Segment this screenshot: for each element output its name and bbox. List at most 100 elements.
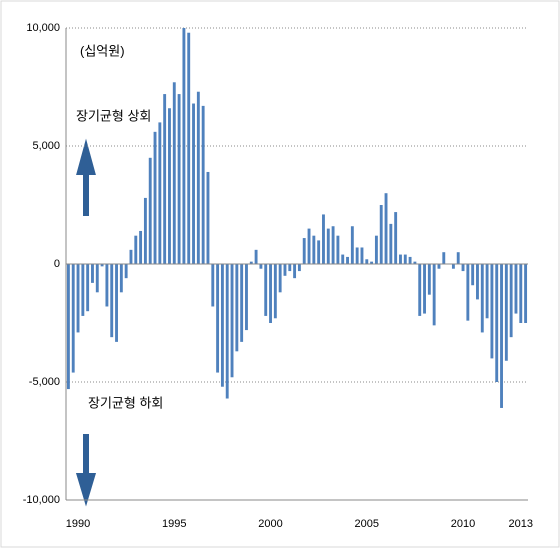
bar (346, 256, 349, 264)
bar (451, 264, 455, 269)
bar (379, 205, 383, 264)
up-arrow (76, 138, 96, 216)
y-tick-label: 0 (54, 258, 60, 270)
bar (139, 230, 143, 264)
bar (495, 264, 499, 382)
bar (95, 264, 99, 293)
unit-label: (십억원) (80, 43, 125, 58)
bar (110, 264, 114, 338)
bar (192, 103, 195, 265)
bar (317, 240, 321, 264)
bar (432, 264, 436, 326)
bar (370, 261, 374, 264)
bar (134, 235, 138, 264)
bar (283, 264, 287, 276)
bar (297, 264, 301, 272)
bar (264, 264, 268, 316)
bar (427, 264, 431, 295)
bar (172, 82, 176, 264)
bar (182, 28, 186, 264)
bar (105, 264, 109, 307)
annotation: 장기균형 상회 (76, 108, 151, 123)
bar (196, 91, 200, 264)
down-arrow (75, 434, 97, 507)
bar (456, 252, 460, 264)
bar (461, 264, 465, 272)
bar (413, 261, 417, 264)
bar (254, 249, 258, 264)
x-tick-label: 2005 (355, 518, 379, 530)
bar (216, 264, 220, 373)
bar (81, 264, 85, 316)
bar (466, 264, 470, 321)
bar (163, 94, 167, 264)
bar (490, 264, 494, 359)
bar (350, 226, 354, 264)
bar (168, 108, 171, 265)
bar (389, 223, 393, 264)
y-tick-label: -5,000 (29, 376, 60, 388)
x-tick-label: 1995 (162, 518, 186, 530)
bar (471, 264, 475, 286)
bar (206, 171, 210, 264)
bar (360, 247, 364, 264)
bar (355, 247, 359, 264)
x-tick-label: 2013 (509, 518, 533, 530)
bar (201, 105, 205, 264)
bar (143, 197, 147, 264)
bar (418, 264, 422, 316)
bar (524, 264, 528, 323)
bar (249, 261, 253, 264)
bar (500, 264, 503, 408)
bar (485, 264, 489, 319)
bar (148, 157, 152, 264)
y-tick-label: 10,000 (26, 22, 60, 34)
bar (374, 235, 378, 264)
bar (220, 264, 224, 387)
bar (476, 264, 479, 300)
bar (480, 264, 484, 333)
x-tick-label: 1990 (66, 518, 90, 530)
bar (302, 238, 306, 264)
bar (312, 235, 316, 264)
y-tick-label: -10,000 (23, 494, 60, 506)
bar (423, 264, 426, 314)
bar (403, 254, 407, 264)
bar (187, 32, 191, 264)
bar (124, 264, 128, 279)
bar (509, 264, 513, 338)
bar (408, 256, 412, 264)
bar (336, 235, 340, 264)
bar (177, 94, 181, 264)
bar (322, 214, 325, 264)
bar (86, 264, 90, 312)
bar (384, 193, 388, 264)
bar (158, 122, 162, 265)
bar (115, 264, 118, 342)
bar (71, 264, 75, 373)
x-tick-label: 2000 (258, 518, 282, 530)
annotation: 장기균형 하회 (88, 395, 163, 410)
bar (442, 252, 446, 264)
bar (76, 264, 80, 333)
bar (273, 264, 277, 319)
bar (288, 264, 292, 272)
bar (326, 228, 330, 264)
bar (519, 264, 523, 323)
bar (235, 264, 239, 352)
bar (129, 249, 133, 264)
bar (259, 264, 263, 269)
bar (211, 264, 215, 307)
bar (240, 264, 244, 342)
bar (399, 254, 402, 264)
bar (119, 264, 123, 293)
x-tick-label: 2010 (451, 518, 475, 530)
bar (514, 264, 518, 314)
bar (100, 264, 104, 267)
bar (307, 228, 311, 264)
bar (153, 131, 157, 264)
bar (245, 264, 248, 331)
bar (365, 259, 369, 264)
bar (331, 226, 335, 264)
